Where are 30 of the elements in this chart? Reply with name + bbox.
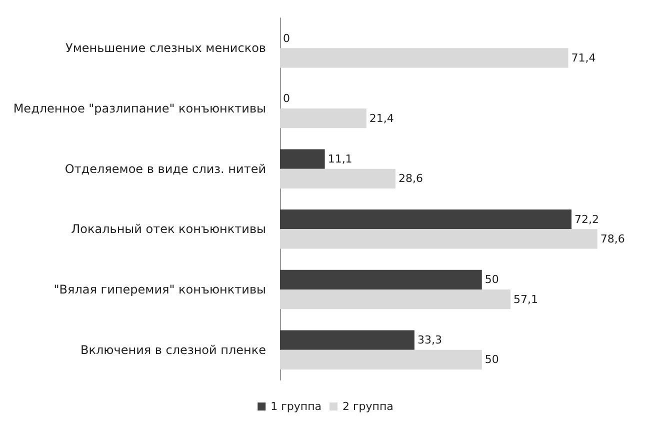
data-label: 0 bbox=[283, 92, 290, 106]
data-label: 50 bbox=[484, 273, 499, 286]
bar bbox=[280, 330, 414, 350]
bar bbox=[280, 229, 598, 249]
data-label: 78,6 bbox=[600, 232, 625, 246]
y-tick-label: "Вялая гиперемия" конъюнктивы bbox=[54, 282, 266, 296]
legend-label: 1 группа bbox=[270, 400, 322, 413]
data-label: 71,4 bbox=[571, 51, 596, 64]
bar bbox=[280, 168, 396, 188]
y-tick-label: Включения в слезной пленке bbox=[80, 342, 266, 357]
y-tick-label: Медленное "разлипание" конъюнктивы bbox=[13, 102, 266, 116]
bar bbox=[280, 210, 572, 230]
bar bbox=[280, 108, 366, 128]
y-tick-label: Отделяемое в виде слиз. нитей bbox=[64, 162, 266, 176]
data-label: 72,2 bbox=[574, 212, 600, 226]
data-label: 57,1 bbox=[514, 292, 538, 306]
data-label: 0 bbox=[283, 32, 290, 45]
data-label: 28,6 bbox=[398, 172, 423, 186]
y-tick-label: Локальный отек конъюнктивы bbox=[71, 222, 266, 236]
bar bbox=[280, 48, 568, 68]
data-label: 11,1 bbox=[328, 152, 352, 166]
legend-label: 2 группа bbox=[342, 400, 394, 413]
bar bbox=[280, 350, 482, 370]
data-label: 33,3 bbox=[417, 334, 442, 347]
bar bbox=[280, 290, 511, 310]
y-tick-label: Уменьшение слезных менисков bbox=[66, 41, 266, 56]
bar bbox=[280, 149, 325, 169]
bar bbox=[280, 270, 482, 290]
data-label: 21,4 bbox=[369, 112, 394, 125]
data-label: 50 bbox=[484, 353, 499, 366]
